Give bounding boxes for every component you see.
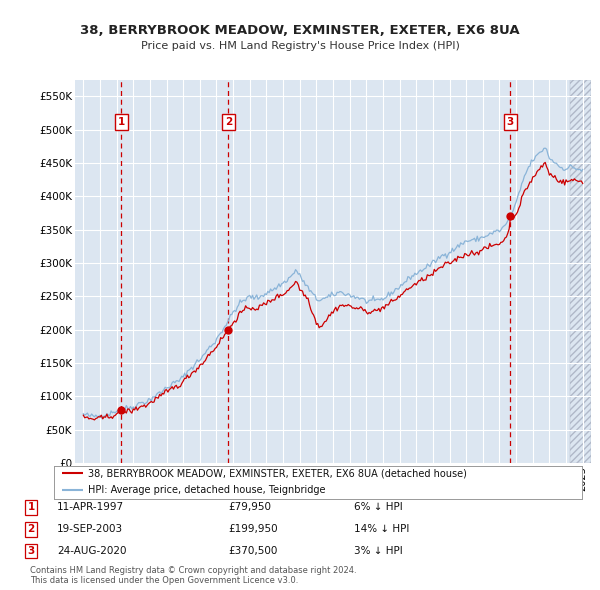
Text: 3: 3 [28,546,35,556]
Text: 3: 3 [506,117,514,127]
Text: 38, BERRYBROOK MEADOW, EXMINSTER, EXETER, EX6 8UA: 38, BERRYBROOK MEADOW, EXMINSTER, EXETER… [80,24,520,37]
Text: 19-SEP-2003: 19-SEP-2003 [57,525,123,534]
Text: £370,500: £370,500 [228,546,277,556]
Text: 11-APR-1997: 11-APR-1997 [57,503,124,512]
Text: 6% ↓ HPI: 6% ↓ HPI [354,503,403,512]
Text: £199,950: £199,950 [228,525,278,534]
Text: 24-AUG-2020: 24-AUG-2020 [57,546,127,556]
Text: Price paid vs. HM Land Registry's House Price Index (HPI): Price paid vs. HM Land Registry's House … [140,41,460,51]
Text: HPI: Average price, detached house, Teignbridge: HPI: Average price, detached house, Teig… [88,486,326,496]
Text: 1: 1 [118,117,125,127]
Text: Contains HM Land Registry data © Crown copyright and database right 2024.: Contains HM Land Registry data © Crown c… [30,566,356,575]
Text: 3% ↓ HPI: 3% ↓ HPI [354,546,403,556]
Text: 1: 1 [28,503,35,512]
Text: 38, BERRYBROOK MEADOW, EXMINSTER, EXETER, EX6 8UA (detached house): 38, BERRYBROOK MEADOW, EXMINSTER, EXETER… [88,468,467,478]
Text: 14% ↓ HPI: 14% ↓ HPI [354,525,409,534]
Text: 2: 2 [28,525,35,534]
Text: £79,950: £79,950 [228,503,271,512]
Text: 2: 2 [225,117,232,127]
Text: This data is licensed under the Open Government Licence v3.0.: This data is licensed under the Open Gov… [30,576,298,585]
